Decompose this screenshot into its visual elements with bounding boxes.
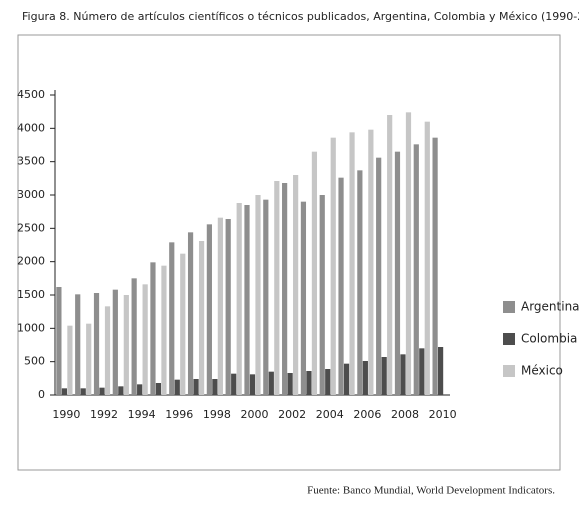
bar: [112, 289, 118, 395]
source-note: Fuente: Banco Mundial, World Development…: [307, 485, 555, 497]
y-tick-label: 3000: [17, 188, 45, 201]
chart-title: Figura 8. Número de artículos científico…: [22, 10, 579, 23]
legend-label: Colombia: [521, 332, 577, 346]
x-tick-label: 1996: [165, 408, 193, 421]
bar: [268, 371, 274, 395]
bar: [381, 357, 387, 395]
y-tick-label: 1500: [17, 288, 45, 301]
bar: [376, 157, 382, 395]
bar: [75, 294, 81, 395]
bar: [56, 287, 62, 395]
bar: [300, 201, 307, 395]
y-tick-label: 4000: [17, 121, 45, 134]
bar: [325, 369, 331, 395]
x-tick-label: 1994: [128, 408, 156, 421]
bar: [169, 242, 175, 395]
legend-label: Argentina: [521, 300, 579, 314]
bar: [137, 384, 143, 395]
legend-label: México: [521, 364, 563, 378]
x-tick-label: 2010: [429, 408, 457, 421]
bar: [424, 121, 430, 396]
bar: [80, 388, 86, 395]
bar: [282, 183, 288, 395]
x-tick-label: 1998: [203, 408, 231, 421]
y-tick-label: 2500: [17, 221, 45, 234]
y-tick-label: 4500: [17, 88, 45, 101]
bar: [244, 205, 250, 395]
bar: [362, 361, 368, 395]
x-tick-label: 2002: [278, 408, 306, 421]
y-tick-label: 2000: [17, 255, 45, 268]
bar: [236, 203, 242, 395]
x-tick-label: 2004: [316, 408, 344, 421]
bar: [432, 137, 438, 395]
bar: [142, 284, 148, 395]
legend-swatch: [503, 365, 515, 377]
y-tick-label: 3500: [17, 155, 45, 168]
bar: [155, 383, 162, 395]
bar: [306, 371, 312, 395]
bar: [357, 170, 363, 395]
bar: [118, 386, 124, 395]
bar: [193, 379, 199, 395]
bar: [400, 354, 406, 395]
bar: [249, 374, 256, 395]
bar: [287, 373, 293, 395]
chart-frame: [17, 34, 561, 471]
bar: [330, 137, 336, 395]
bar: [99, 387, 105, 395]
bar: [338, 177, 344, 395]
bar: [437, 347, 444, 395]
bar: [212, 379, 218, 395]
bar: [319, 195, 325, 395]
bar: [180, 253, 186, 395]
bar: [93, 293, 100, 395]
bar: [67, 325, 73, 395]
bar: [187, 232, 194, 395]
bar: [255, 195, 261, 395]
bar: [413, 144, 419, 395]
x-tick-label: 2006: [353, 408, 381, 421]
bar: [174, 379, 180, 395]
x-tick-label: 1992: [90, 408, 118, 421]
bar: [123, 295, 129, 395]
bar: [206, 224, 212, 395]
bar: [198, 241, 205, 395]
bar: [405, 112, 412, 395]
bar: [161, 265, 167, 395]
legend-swatch: [503, 301, 515, 313]
y-tick-label: 0: [38, 388, 45, 401]
bar: [368, 129, 374, 395]
bar: [225, 219, 231, 395]
bar: [343, 363, 350, 395]
bar: [387, 115, 393, 395]
bar: [150, 262, 156, 395]
x-tick-label: 1990: [52, 408, 80, 421]
bar: [104, 306, 111, 395]
bar: [263, 199, 269, 395]
bar: [274, 181, 280, 395]
bar: [293, 175, 299, 395]
bar: [311, 151, 318, 395]
bar: [349, 132, 355, 396]
bar: [394, 151, 401, 395]
bar: [86, 323, 92, 395]
x-tick-label: 2000: [241, 408, 269, 421]
bar: [131, 278, 137, 395]
bar: [217, 217, 223, 395]
y-tick-label: 1000: [17, 321, 45, 334]
y-tick-label: 500: [24, 355, 45, 368]
legend-swatch: [503, 333, 515, 345]
x-tick-label: 2008: [391, 408, 419, 421]
bar: [231, 373, 237, 395]
bar: [419, 348, 425, 395]
bar: [61, 388, 68, 395]
